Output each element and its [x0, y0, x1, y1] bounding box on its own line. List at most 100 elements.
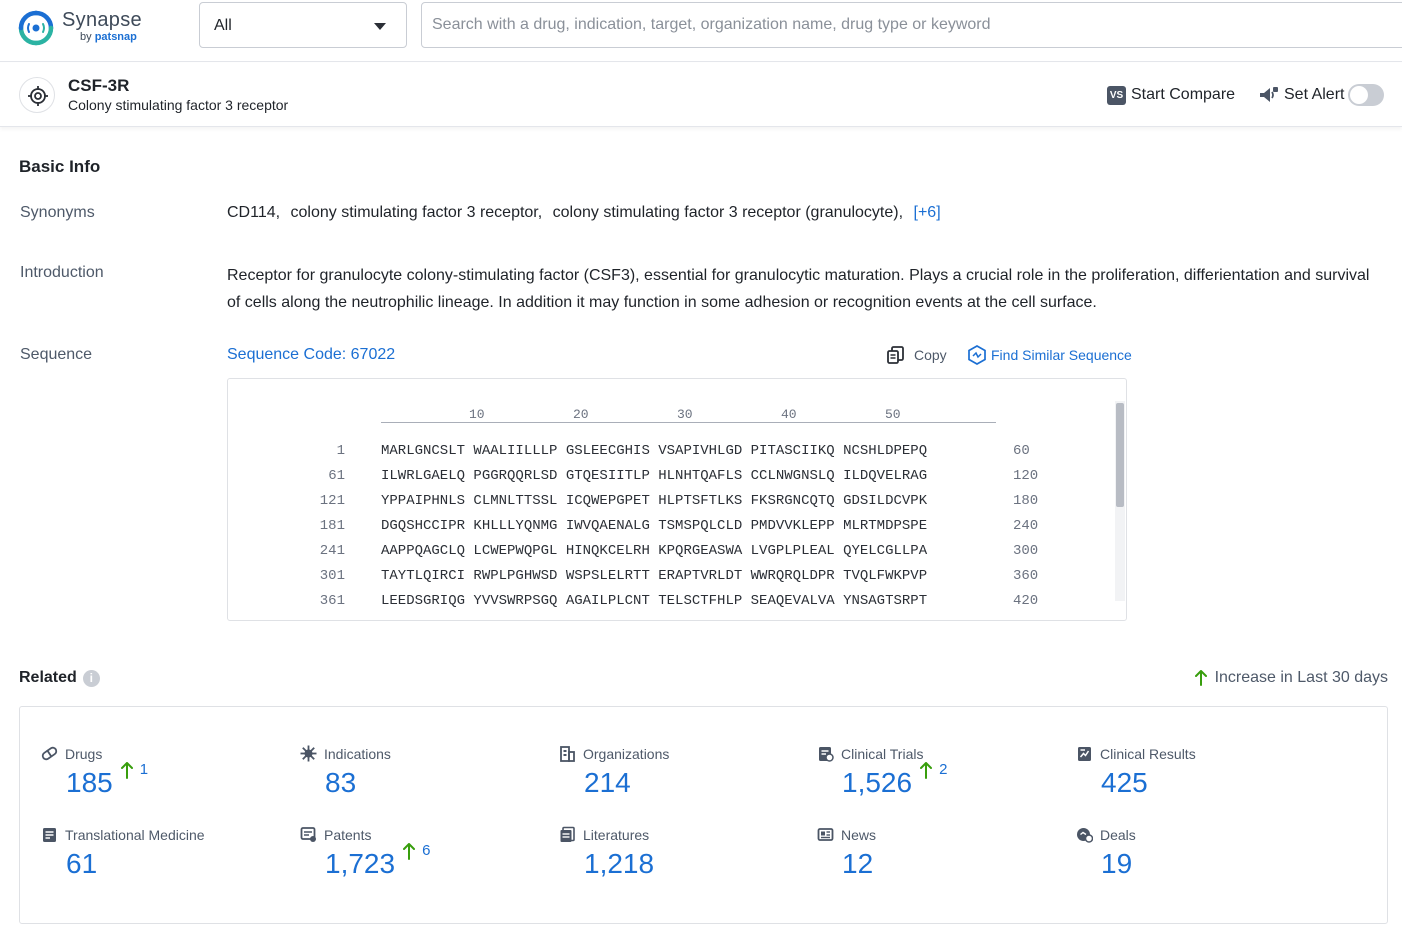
- find-similar-sequence-link[interactable]: Find Similar Sequence: [967, 345, 1132, 365]
- synonym-item: CD114,: [227, 204, 280, 221]
- copy-button[interactable]: Copy: [886, 345, 947, 365]
- ruler-tick: 10: [469, 407, 485, 422]
- stat-label: Patents: [324, 827, 371, 843]
- target-subtitle: Colony stimulating factor 3 receptor: [68, 97, 288, 113]
- stat-value-group: 61: [66, 848, 97, 880]
- stat-literatures[interactable]: Literatures 1,218: [559, 826, 809, 896]
- copy-icon: [886, 345, 906, 365]
- sequence-row-residues: LEEDSGRIQG YVVSWRPSGQ AGAILPLCNT TELSCTF…: [381, 593, 927, 609]
- sequence-rows: 1 MARLGNCSLT WAALIILLLP GSLEECGHIS VSAPI…: [228, 443, 1108, 618]
- pill-icon: [41, 745, 58, 762]
- alert-icon: [1259, 86, 1279, 104]
- sequence-row-residues: YPPAIPHNLS CLMNLTTSSL ICQWEPGPET HLPTSFT…: [381, 493, 927, 509]
- stat-value-group: 425: [1101, 767, 1148, 799]
- ruler-tick: 50: [885, 407, 901, 422]
- stat-value-group: 185 1: [66, 767, 148, 799]
- stat-header: News: [817, 826, 876, 843]
- stat-clinical-results[interactable]: Clinical Results 425: [1076, 745, 1326, 815]
- sequence-row-residues: DGQSHCCIPR KHLLLYQNMG IWVQAENALG TSMSPQL…: [381, 518, 927, 534]
- stat-label: News: [841, 827, 876, 843]
- newspaper-icon: [817, 826, 834, 843]
- sequence-row-residues: ILWRLGAELQ PGGRQQRLSD GTQESIITLP HLNHTQA…: [381, 468, 927, 484]
- logo-byline: by patsnap: [80, 31, 137, 43]
- search-scope-select[interactable]: All: [199, 2, 407, 48]
- patent-icon: [300, 826, 317, 843]
- set-alert-control[interactable]: Set Alert: [1259, 83, 1384, 107]
- sequence-row-residues: TAYTLQIRCI RWPLPGHWSD WSPSLELRTT ERAPTVR…: [381, 568, 927, 584]
- info-icon[interactable]: i: [83, 670, 100, 687]
- synapse-logo[interactable]: Synapse by patsnap: [18, 8, 148, 48]
- ruler-tick: 20: [573, 407, 589, 422]
- synonym-item: colony stimulating factor 3 receptor (gr…: [553, 204, 903, 221]
- stat-header: Organizations: [559, 745, 669, 762]
- stat-value[interactable]: 425: [1101, 767, 1148, 799]
- logo-by: by: [80, 31, 92, 43]
- sequence-label: Sequence: [20, 346, 92, 364]
- stat-clinical-trials[interactable]: Clinical Trials 1,526 2: [817, 745, 1067, 815]
- synonyms-label: Synonyms: [20, 204, 95, 222]
- handshake-icon: [1076, 826, 1093, 843]
- basic-info-title: Basic Info: [19, 157, 100, 177]
- sequence-row-end: 60: [1013, 443, 1030, 459]
- stat-value[interactable]: 1,218: [584, 848, 654, 880]
- stat-translational-medicine[interactable]: Translational Medicine 61: [41, 826, 291, 896]
- stat-header: Deals: [1076, 826, 1136, 843]
- stat-organizations[interactable]: Organizations 214: [559, 745, 809, 815]
- increase-legend-label: Increase in Last 30 days: [1215, 669, 1388, 687]
- scrollbar-thumb[interactable]: [1116, 403, 1124, 507]
- search-input[interactable]: [421, 2, 1402, 48]
- stat-value[interactable]: 214: [584, 767, 631, 799]
- virus-icon: [300, 745, 317, 762]
- stat-label: Deals: [1100, 827, 1136, 843]
- stat-increase-value: 1: [140, 761, 148, 778]
- stat-header: Clinical Trials: [817, 745, 923, 762]
- sequence-row: 241 AAPPQAGCLQ LCWEPWQPGL HINQKCELRH KPQ…: [228, 543, 1108, 568]
- stat-patents[interactable]: Patents 1,723 6: [300, 826, 550, 896]
- arrow-up-icon: [403, 843, 415, 860]
- stat-header: Patents: [300, 826, 371, 843]
- stat-news[interactable]: News 12: [817, 826, 1067, 896]
- logo-brand: patsnap: [95, 31, 137, 43]
- arrow-up-icon: [920, 762, 932, 779]
- stat-value[interactable]: 61: [66, 848, 97, 880]
- toggle-knob: [1350, 86, 1368, 104]
- stat-indications[interactable]: Indications 83: [300, 745, 550, 815]
- synonyms-more-link[interactable]: [+6]: [914, 204, 941, 221]
- stat-value[interactable]: 1,526: [842, 767, 912, 799]
- sequence-code-link[interactable]: Sequence Code: 67022: [227, 346, 395, 364]
- book-icon: [41, 826, 58, 843]
- target-header: CSF-3R Colony stimulating factor 3 recep…: [0, 63, 1402, 127]
- stat-label: Indications: [324, 746, 391, 762]
- start-compare-button[interactable]: VS Start Compare: [1107, 84, 1235, 106]
- sequence-row-end: 240: [1013, 518, 1038, 534]
- sequence-row-start: 301: [320, 568, 345, 584]
- stat-header: Indications: [300, 745, 391, 762]
- stat-value-group: 214: [584, 767, 631, 799]
- stat-label: Clinical Trials: [841, 746, 923, 762]
- sequence-row-end: 420: [1013, 593, 1038, 609]
- clipboard-icon: [817, 745, 834, 762]
- stat-value-group: 1,723 6: [325, 848, 430, 880]
- stat-drugs[interactable]: Drugs 185 1: [41, 745, 291, 815]
- stat-value[interactable]: 1,723: [325, 848, 395, 880]
- stat-value-group: 1,526 2: [842, 767, 947, 799]
- sequence-viewer[interactable]: 10 20 30 40 50 1 MARLGNCSLT WAALIILLLP G…: [227, 378, 1127, 621]
- stat-deals[interactable]: Deals 19: [1076, 826, 1326, 896]
- sequence-row-start: 361: [320, 593, 345, 609]
- similar-sequence-icon: [967, 345, 987, 365]
- ruler-tick: 40: [781, 407, 797, 422]
- start-compare-label: Start Compare: [1131, 86, 1235, 104]
- stat-increase-value: 2: [939, 761, 947, 778]
- stat-increase: 6: [403, 842, 430, 860]
- stat-increase: 1: [121, 761, 148, 779]
- set-alert-toggle[interactable]: [1348, 84, 1384, 106]
- building-icon: [559, 745, 576, 762]
- stat-value[interactable]: 83: [325, 767, 356, 799]
- stat-value[interactable]: 19: [1101, 848, 1132, 880]
- synapse-logo-icon: [18, 10, 54, 46]
- stat-value[interactable]: 12: [842, 848, 873, 880]
- stat-value[interactable]: 185: [66, 767, 113, 799]
- sequence-scrollbar[interactable]: [1115, 401, 1125, 601]
- search-scope-value: All: [214, 17, 232, 35]
- stat-label: Translational Medicine: [65, 827, 205, 843]
